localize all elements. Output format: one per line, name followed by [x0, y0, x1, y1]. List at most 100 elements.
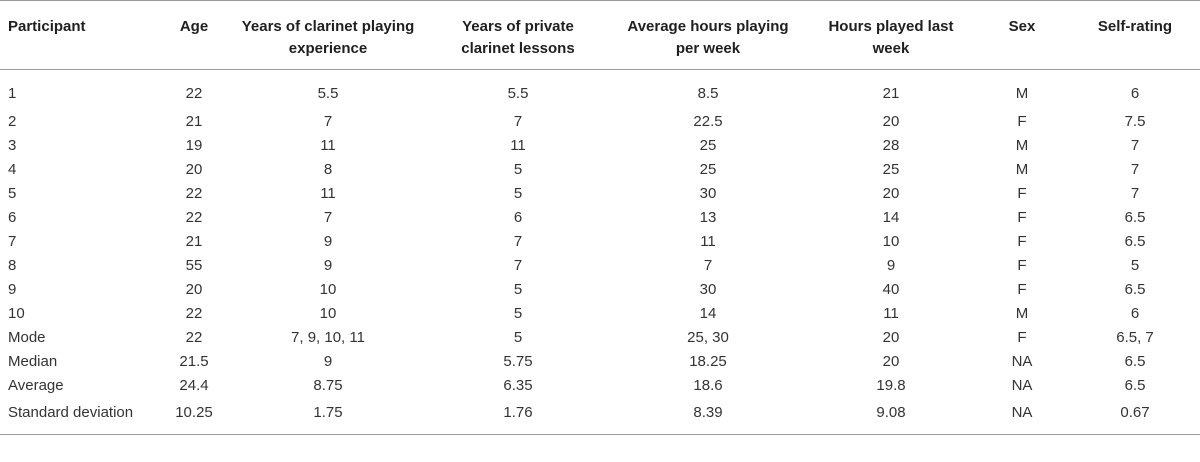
header-sex: Sex	[1008, 18, 1036, 35]
cell-self-rating: 7	[1130, 137, 1140, 154]
cell-hours-last-week: 9.08	[876, 404, 906, 421]
cell-average-hours: 25, 30	[687, 329, 729, 346]
cell-years-lessons: 5	[513, 161, 523, 178]
cell-participant: Standard deviation	[8, 404, 134, 421]
cell-years-experience: 7	[323, 113, 333, 130]
cell-age: 20	[185, 281, 203, 298]
cell-years-experience: 9	[323, 257, 333, 274]
cell-hours-last-week: 40	[882, 281, 900, 298]
cell-self-rating: 0.67	[1120, 404, 1150, 421]
cell-average-hours: 25	[699, 161, 717, 178]
table-row: 5 22 11 5 30 20 F 7	[0, 182, 1200, 206]
cell-sex: NA	[1011, 353, 1033, 370]
cell-years-experience: 8.75	[313, 377, 343, 394]
cell-years-lessons: 5	[513, 281, 523, 298]
cell-average-hours: 18.25	[689, 353, 727, 370]
data-table-container: Participant Age Years of clarinet playing …	[0, 0, 1200, 435]
table-row: 10 22 10 5 14 11 M 6	[0, 302, 1200, 326]
header-age: Age	[179, 18, 209, 35]
cell-age: 22	[185, 85, 203, 102]
cell-participant: Median	[8, 353, 58, 370]
cell-age: 22	[185, 209, 203, 226]
table-row: 7 21 9 7 11 10 F 6.5	[0, 230, 1200, 254]
cell-years-experience: 8	[323, 161, 333, 178]
table-row: Mode 22 7, 9, 10, 11 5 25, 30 20 F 6.5, 7	[0, 326, 1200, 350]
table-row: 4 20 8 5 25 25 M 7	[0, 158, 1200, 182]
cell-average-hours: 13	[699, 209, 717, 226]
table-row: 3 19 11 11 25 28 M 7	[0, 134, 1200, 158]
cell-sex: F	[1017, 185, 1027, 202]
cell-years-experience: 11	[320, 137, 336, 154]
cell-years-lessons: 5	[513, 185, 523, 202]
cell-self-rating: 6.5	[1124, 281, 1146, 298]
cell-age: 21.5	[179, 353, 209, 370]
table-row: Standard deviation 10.25 1.75 1.76 8.39 9.08 N…	[0, 398, 1200, 435]
cell-sex: NA	[1011, 404, 1033, 421]
cell-average-hours: 8.5	[697, 85, 719, 102]
cell-average-hours: 14	[699, 305, 717, 322]
cell-hours-last-week: 14	[882, 209, 900, 226]
cell-self-rating: 5	[1130, 257, 1140, 274]
cell-average-hours: 8.39	[693, 404, 723, 421]
cell-average-hours: 30	[699, 281, 717, 298]
cell-participant: 4	[8, 161, 17, 178]
cell-participant: 1	[8, 85, 17, 102]
cell-age: 22	[185, 329, 203, 346]
cell-participant: 5	[8, 185, 17, 202]
cell-self-rating: 6	[1130, 85, 1140, 102]
participant-table: Participant Age Years of clarinet playing …	[0, 0, 1200, 435]
cell-years-lessons: 1.76	[503, 404, 533, 421]
cell-age: 20	[185, 161, 203, 178]
cell-sex: F	[1017, 209, 1027, 226]
header-hours-last-week: Hours played last week	[828, 18, 954, 57]
cell-years-lessons: 7	[513, 233, 523, 250]
header-self-rating: Self-rating	[1097, 18, 1173, 35]
header-average-hours: Average hours playing per week	[627, 18, 789, 57]
cell-participant: 2	[8, 113, 17, 130]
cell-average-hours: 25	[699, 137, 717, 154]
cell-years-experience: 10	[319, 305, 337, 322]
cell-average-hours: 30	[699, 185, 717, 202]
cell-years-experience: 9	[323, 233, 333, 250]
cell-self-rating: 6.5	[1124, 377, 1146, 394]
cell-years-experience: 10	[319, 281, 337, 298]
cell-self-rating: 6.5	[1124, 209, 1146, 226]
table-row: Median 21.5 9 5.75 18.25 20 NA 6.5	[0, 350, 1200, 374]
cell-average-hours: 22.5	[693, 113, 723, 130]
cell-years-lessons: 6	[513, 209, 523, 226]
cell-hours-last-week: 20	[882, 329, 900, 346]
table-row: 2 21 7 7 22.5 20 F 7.5	[0, 110, 1200, 134]
cell-age: 24.4	[179, 377, 209, 394]
cell-hours-last-week: 20	[882, 353, 900, 370]
cell-participant: Average	[8, 377, 64, 394]
cell-average-hours: 7	[703, 257, 713, 274]
cell-average-hours: 18.6	[693, 377, 723, 394]
cell-hours-last-week: 21	[882, 85, 900, 102]
cell-sex: M	[1015, 305, 1029, 322]
cell-participant: Mode	[8, 329, 46, 346]
cell-age: 22	[185, 305, 203, 322]
cell-years-experience: 7	[323, 209, 333, 226]
cell-age: 22	[185, 185, 203, 202]
cell-sex: NA	[1011, 377, 1033, 394]
table-header-row: Participant Age Years of clarinet playing …	[0, 0, 1200, 70]
cell-participant: 3	[8, 137, 17, 154]
cell-years-lessons: 5	[513, 329, 523, 346]
cell-hours-last-week: 11	[883, 305, 899, 322]
header-years-lessons: Years of private clarinet lessons	[461, 18, 575, 57]
table-row: 1 22 5.5 5.5 8.5 21 M 6	[0, 70, 1200, 111]
cell-self-rating: 7.5	[1124, 113, 1146, 130]
cell-sex: F	[1017, 281, 1027, 298]
header-participant: Participant	[8, 18, 86, 35]
cell-years-lessons: 7	[513, 113, 523, 130]
cell-sex: F	[1017, 233, 1027, 250]
table-row: 6 22 7 6 13 14 F 6.5	[0, 206, 1200, 230]
cell-age: 21	[185, 233, 203, 250]
cell-years-experience: 7, 9, 10, 11	[291, 329, 365, 346]
cell-self-rating: 6.5, 7	[1116, 329, 1154, 346]
cell-participant: 7	[8, 233, 17, 250]
cell-participant: 10	[8, 305, 25, 322]
cell-sex: F	[1017, 329, 1027, 346]
cell-self-rating: 7	[1130, 161, 1140, 178]
table-row: 9 20 10 5 30 40 F 6.5	[0, 278, 1200, 302]
